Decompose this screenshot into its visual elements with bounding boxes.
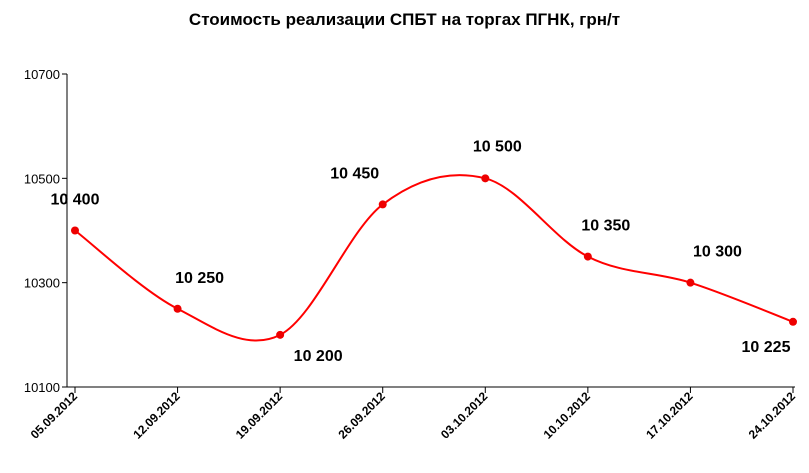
data-label: 10 350 (581, 218, 630, 235)
data-label: 10 400 (51, 192, 100, 209)
y-tick-label: 10100 (24, 380, 60, 395)
data-point (378, 200, 387, 209)
data-point (583, 252, 592, 261)
data-point (789, 317, 797, 326)
series-line (74, 174, 794, 342)
x-tick-label: 10.10.2012 (541, 389, 594, 442)
x-tick-label: 03.10.2012 (438, 389, 491, 442)
data-label: 10 450 (330, 165, 379, 182)
x-tick-label: 05.09.2012 (28, 389, 81, 442)
series-group (71, 174, 797, 342)
y-tick-label: 10500 (24, 171, 60, 186)
x-tick-label: 17.10.2012 (643, 389, 696, 442)
data-point (686, 278, 695, 287)
x-tick-label: 12.09.2012 (130, 389, 183, 442)
data-label: 10 500 (473, 138, 522, 155)
data-labels: 10 400 10 250 10 200 10 450 10 500 10 350 10 3… (51, 138, 791, 365)
data-point (71, 226, 79, 235)
data-point (276, 330, 285, 339)
y-tick-label: 10700 (24, 67, 60, 82)
data-label: 10 200 (294, 348, 343, 365)
data-label: 10 225 (742, 339, 791, 356)
chart-title: Стоимость реализации СПБТ на торгах ПГНК… (188, 10, 621, 29)
x-tick-label: 19.09.2012 (233, 389, 286, 442)
data-point (481, 174, 490, 183)
data-point (173, 304, 182, 313)
x-tick-label: 26.09.2012 (335, 389, 388, 442)
axes: 10100 10300 10500 10700 05.09.2012 12.09.2012… (24, 67, 799, 442)
data-label: 10 250 (175, 270, 224, 287)
y-tick-label: 10300 (24, 276, 60, 291)
x-tick-label: 24.10.2012 (746, 389, 799, 442)
data-label: 10 300 (693, 244, 742, 261)
